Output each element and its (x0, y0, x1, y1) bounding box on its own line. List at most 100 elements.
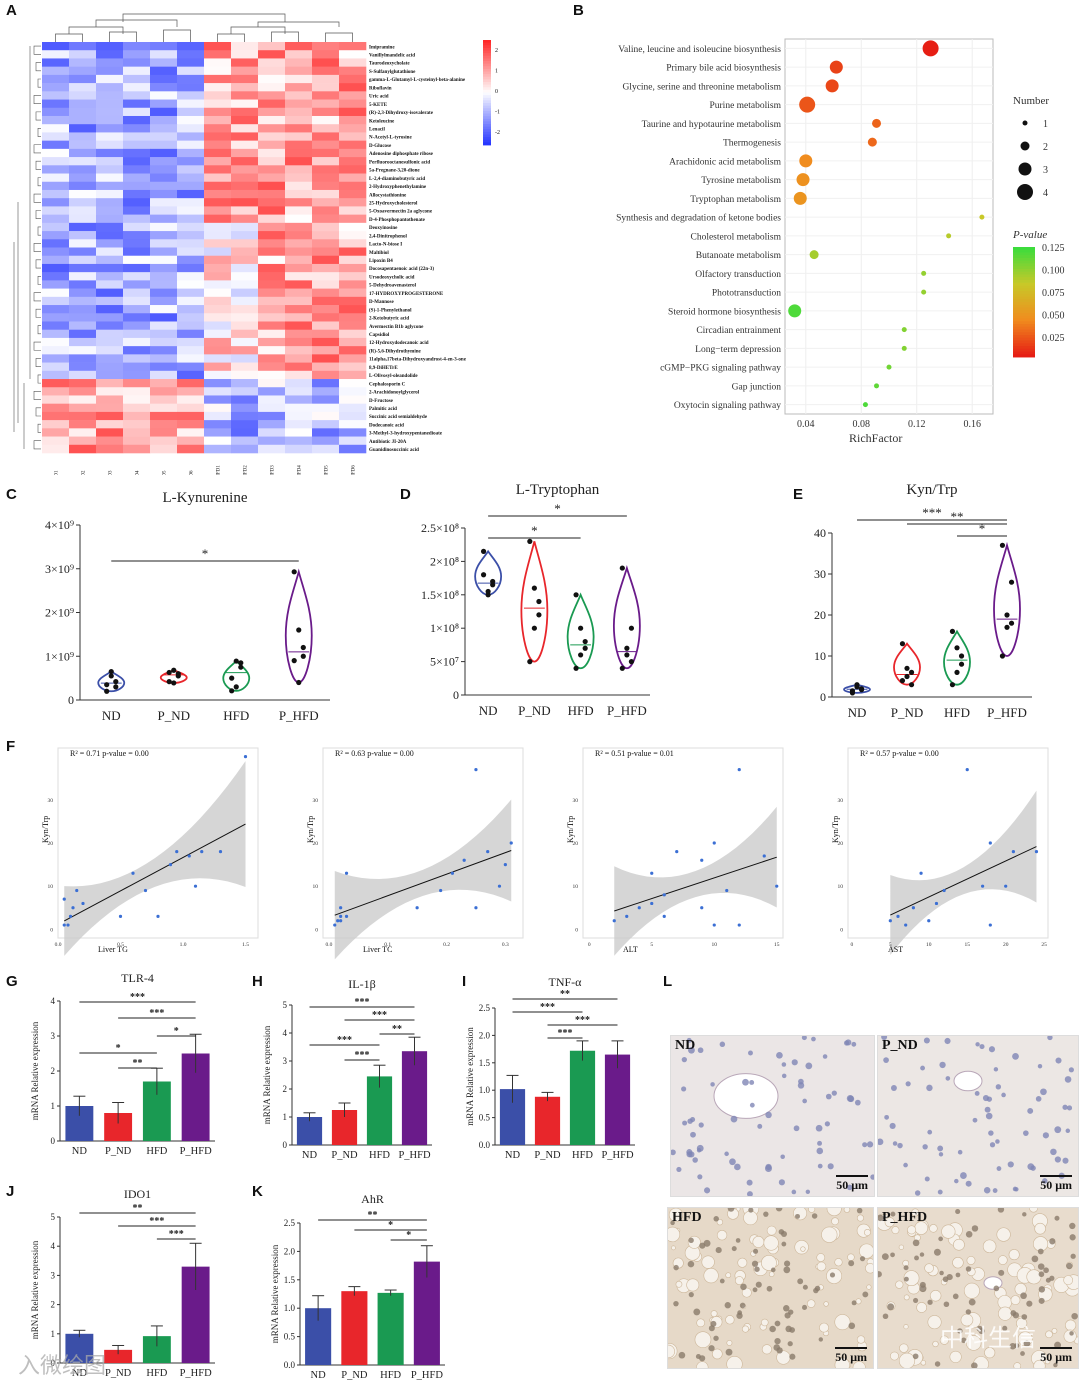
nucleus (753, 1248, 759, 1254)
heatmap-cell (285, 148, 313, 158)
heatmap-cell (42, 206, 70, 215)
dendrogram-branch (230, 26, 286, 34)
x-tick-label: 15 (774, 942, 780, 948)
nucleus (937, 1189, 943, 1195)
dendrogram-branch (37, 374, 41, 384)
nucleus (938, 1236, 943, 1242)
colorbar-swatch (483, 40, 491, 44)
legend-p-tick: 0.050 (1042, 311, 1065, 322)
heatmap-cell (69, 173, 97, 183)
heatmap-cell (150, 124, 178, 133)
heatmap-cell (96, 428, 124, 437)
lipid-droplet (793, 1208, 808, 1221)
heatmap-cell (204, 354, 232, 363)
x-tick-label: 0.1 (384, 942, 391, 948)
legend-p-swatch (1013, 346, 1035, 350)
y-tick-label: 30 (313, 798, 319, 804)
heatmap-cell (150, 428, 178, 437)
heatmap-cell (339, 132, 367, 141)
heatmap-cell (177, 231, 205, 240)
nucleus (795, 1213, 800, 1219)
lipid-droplet (1008, 1249, 1020, 1261)
colorbar-swatch (483, 110, 491, 114)
heatmap-cell (285, 255, 313, 265)
heatmap-cell (231, 387, 259, 396)
y-tick-label: 10 (814, 649, 826, 663)
significance-label: * (406, 1230, 411, 1241)
x-tick-label: 0.0 (55, 942, 62, 948)
y-tick-label: 0 (315, 927, 318, 933)
heatmap-cell (231, 362, 259, 372)
bar (296, 1117, 323, 1145)
heatmap-cell (258, 206, 286, 215)
dendrogram-branch (33, 341, 41, 351)
x-tick-label: HFD (223, 708, 249, 723)
x-tick-label: ND (479, 703, 498, 718)
chart-title: TNF-α (549, 975, 583, 989)
heatmap-row-label: S-Sulfanylglutathione (369, 70, 416, 75)
chart-title: Kyn/Trp (906, 482, 957, 498)
data-point (737, 923, 741, 927)
heatmap-cell (312, 231, 340, 240)
lipid-droplet (916, 1302, 927, 1313)
lipid-droplet (737, 1257, 748, 1268)
heatmap-cell (204, 370, 232, 380)
heatmap-cell (312, 74, 340, 84)
heatmap-cell (123, 148, 151, 158)
data-point (450, 871, 455, 875)
nucleus (862, 1291, 869, 1298)
nucleus (780, 1231, 788, 1238)
violin-shape (566, 592, 595, 670)
heatmap-cell (150, 107, 178, 117)
y-tick-label: 1×10⁹ (45, 649, 74, 663)
heatmap-cell (231, 206, 259, 215)
heatmap-cell (312, 337, 340, 347)
nucleus (965, 1309, 972, 1315)
heatmap-cell (231, 321, 259, 330)
dendrogram-branch (163, 29, 191, 42)
lipid-droplet (924, 1263, 934, 1273)
lipid-droplet (903, 1294, 910, 1301)
dendrogram-branch (37, 325, 41, 335)
heatmap-cell (69, 66, 97, 76)
heatmap-cell (204, 132, 232, 141)
heatmap-cell (96, 272, 124, 281)
x-tick-label: ND (505, 1150, 521, 1161)
heatmap-cell (69, 74, 97, 84)
y-axis-title: Kyn/Trp (566, 816, 575, 843)
heatmap-cell (123, 329, 151, 339)
lipid-droplet (768, 1271, 775, 1277)
heatmap-cell (150, 91, 178, 100)
y-tick-label: 20 (814, 608, 826, 622)
heatmap-cell (69, 115, 97, 125)
vessel-lumen (983, 1276, 1003, 1290)
heatmap-cell (123, 222, 151, 232)
heatmap-cell (96, 42, 124, 51)
lipid-droplet (668, 1344, 675, 1359)
heatmap-cell (96, 255, 124, 265)
heatmap-row-label: Avermectin B1b aglycone (369, 325, 424, 330)
nucleus (693, 1308, 701, 1316)
heatmap-cell (42, 42, 70, 51)
significance-label: *** (922, 505, 942, 520)
heatmap-cell (204, 66, 232, 76)
nucleus (766, 1285, 773, 1292)
heatmap-row-label: 25-Hydroxycholesterol (369, 201, 418, 206)
data-point (858, 687, 865, 693)
significance-label: *** (149, 1216, 164, 1227)
data-point (988, 923, 992, 927)
heatmap-cell (204, 140, 232, 150)
lipid-droplet (856, 1214, 864, 1222)
nucleus (787, 1341, 793, 1347)
nucleus (965, 1266, 972, 1272)
heatmap-cell (150, 296, 178, 306)
legend-p-swatch (1013, 343, 1035, 347)
nucleus (1070, 1253, 1076, 1259)
heatmap-cell (150, 280, 178, 289)
legend-p-swatch (1013, 302, 1035, 306)
heatmap-cell (312, 436, 340, 446)
heatmap-cell (258, 58, 286, 67)
significance-label: * (174, 1026, 179, 1037)
